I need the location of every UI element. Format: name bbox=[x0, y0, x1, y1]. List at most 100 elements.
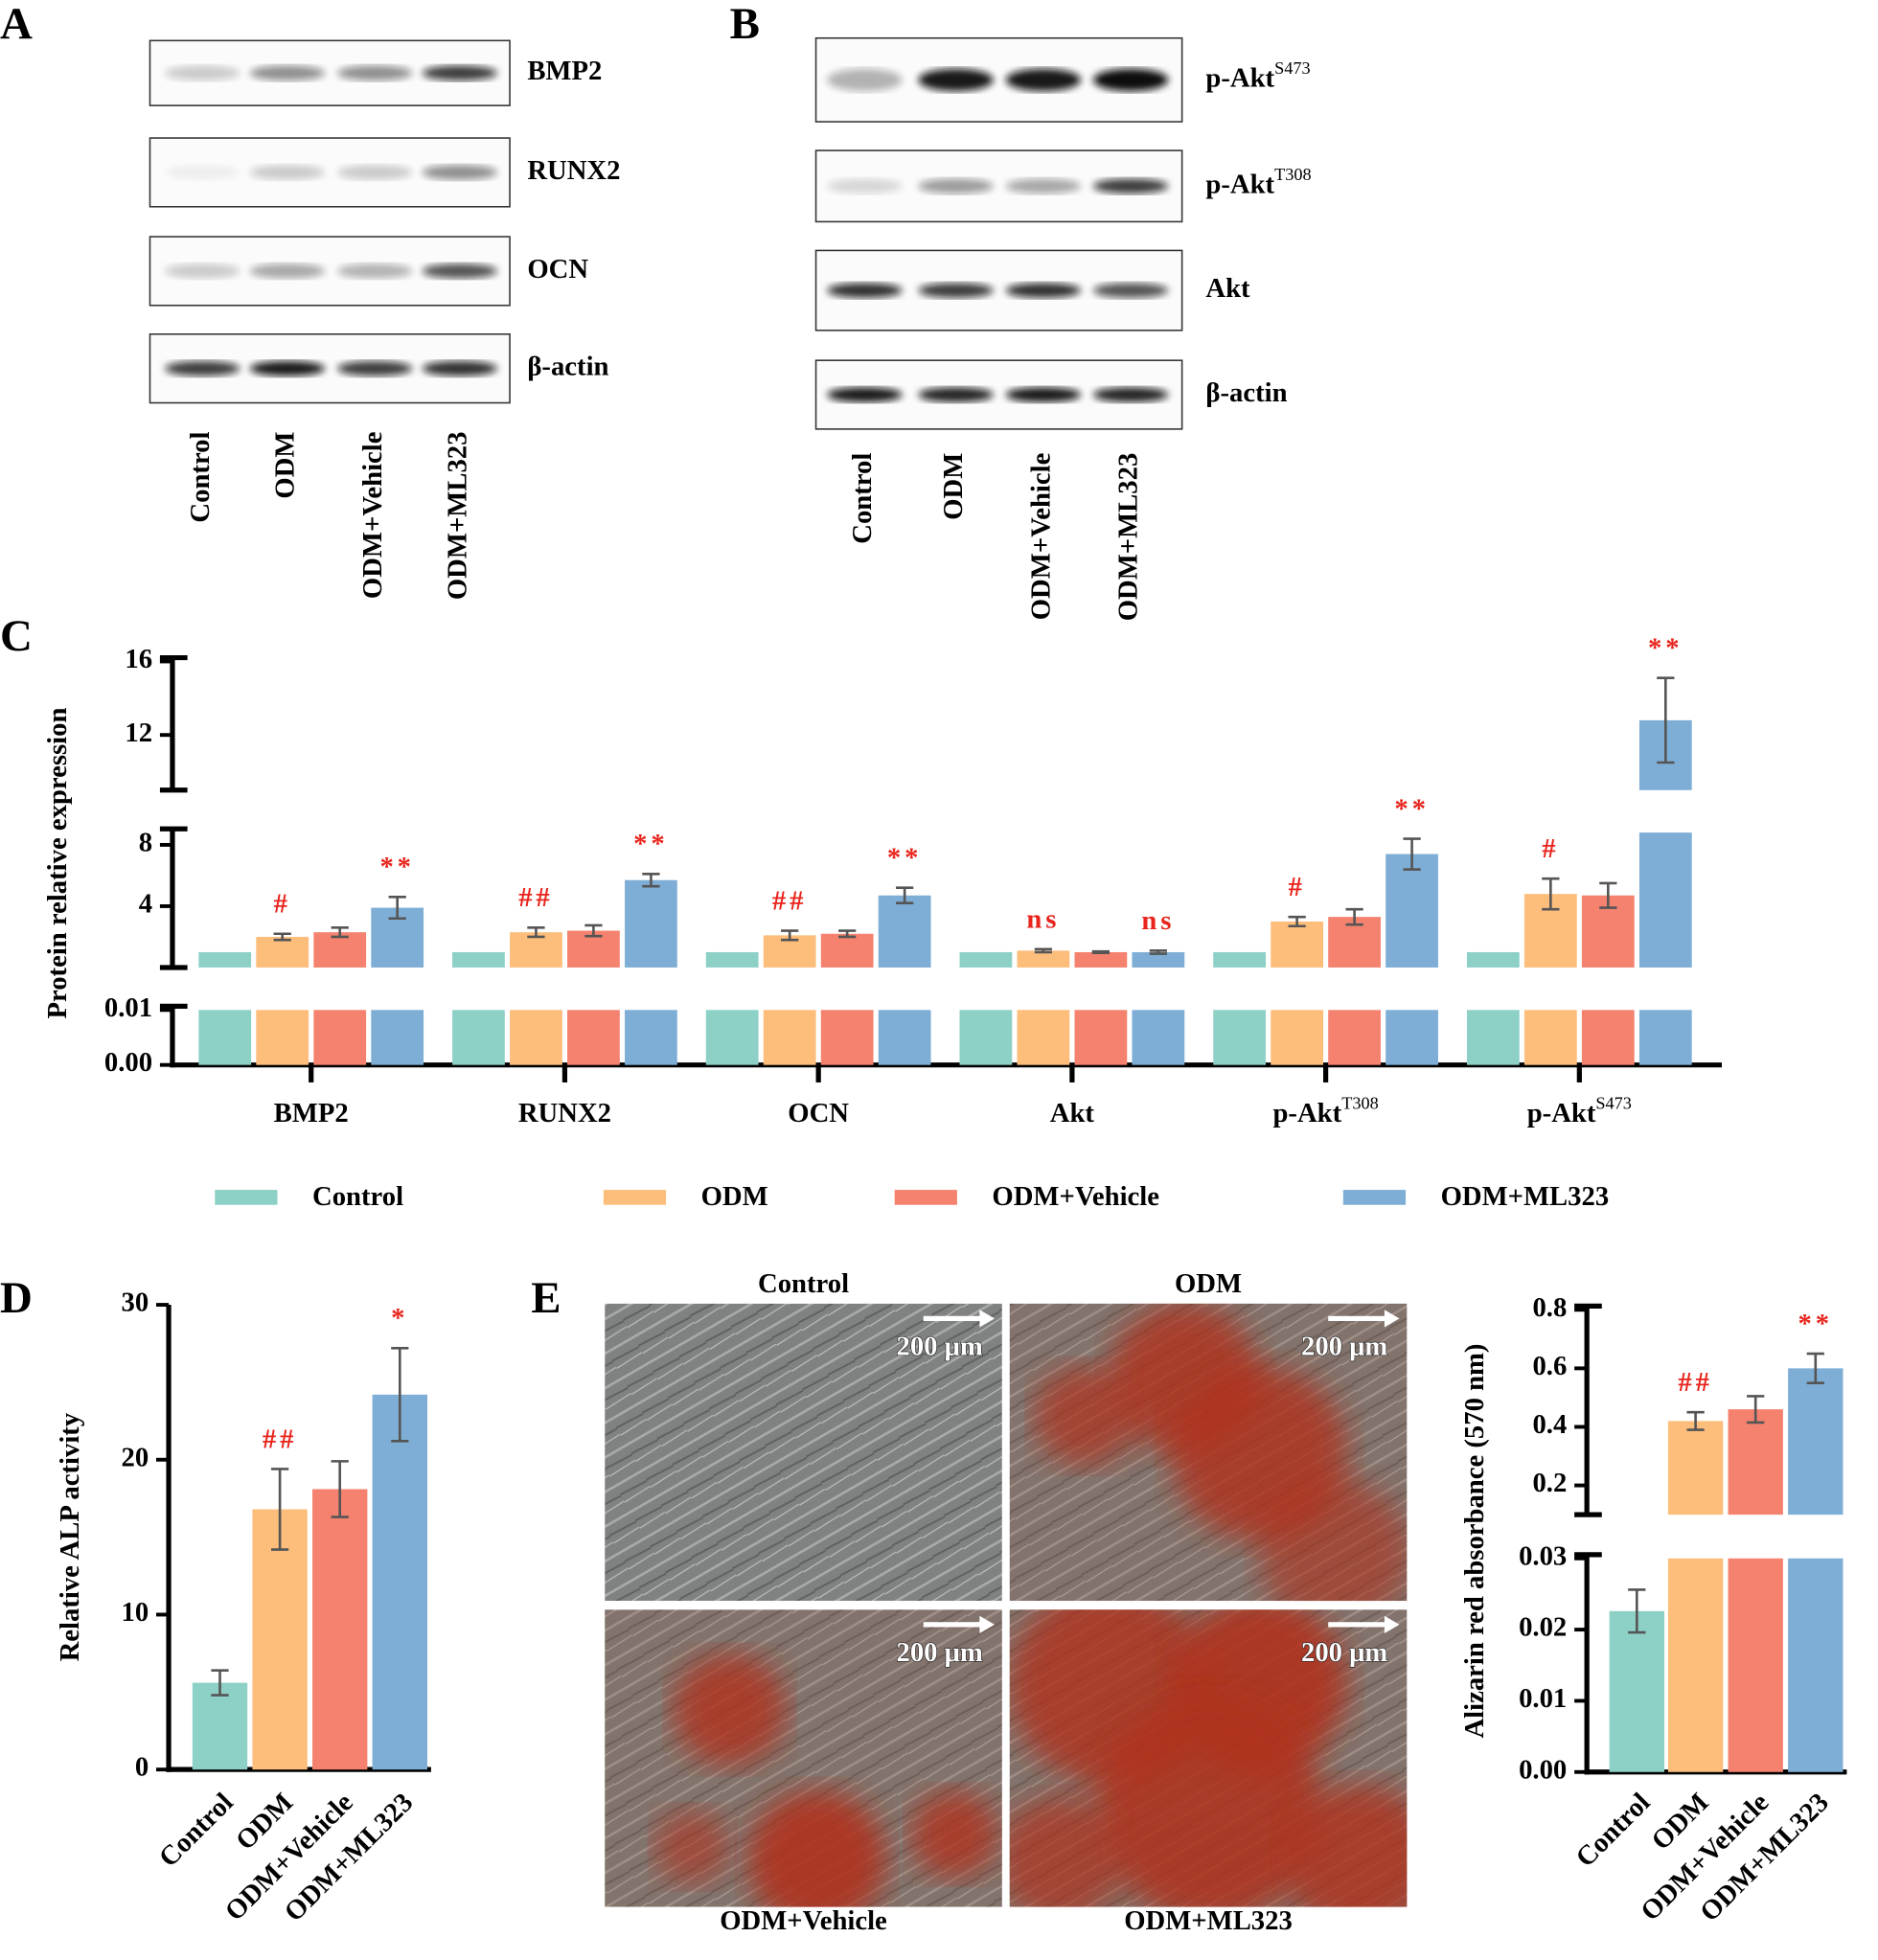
blot-protein-label: BMP2 bbox=[527, 56, 602, 86]
significance-label: # bbox=[1542, 833, 1559, 864]
scale-arrow bbox=[1384, 1310, 1400, 1328]
micrograph bbox=[605, 1303, 1002, 1602]
error-bar bbox=[1345, 907, 1363, 926]
blot-protein-label-main: OCN bbox=[527, 254, 588, 285]
bar bbox=[1213, 951, 1267, 968]
bar bbox=[1074, 951, 1128, 968]
blot-band bbox=[827, 283, 903, 298]
y-tick-label: 8 bbox=[139, 828, 152, 858]
blot-band bbox=[337, 263, 413, 279]
blot-band bbox=[422, 360, 498, 376]
blot-protein-label: β-actin bbox=[1205, 377, 1287, 408]
bar bbox=[1386, 1010, 1438, 1065]
bar bbox=[820, 1010, 874, 1065]
blot-band bbox=[165, 360, 240, 376]
blot-protein-label-main: β-actin bbox=[1205, 377, 1287, 408]
bar bbox=[1132, 951, 1185, 968]
blot-protein-label: β-actin bbox=[527, 351, 608, 381]
error-bar bbox=[1288, 915, 1306, 928]
bar bbox=[198, 951, 252, 968]
bar bbox=[1466, 951, 1520, 968]
bar bbox=[625, 1010, 677, 1065]
blot-band bbox=[1093, 178, 1169, 194]
blot-protein-label: p-AktT308 bbox=[1205, 165, 1311, 199]
panel-label: A bbox=[0, 0, 33, 49]
bar bbox=[1466, 1010, 1520, 1065]
bar bbox=[198, 1010, 252, 1065]
legend-swatch bbox=[603, 1190, 667, 1205]
bar bbox=[372, 1394, 427, 1770]
error-bar bbox=[527, 926, 545, 939]
significance-label: ## bbox=[1678, 1367, 1713, 1398]
panel-label: E bbox=[531, 1273, 561, 1323]
bar bbox=[312, 1489, 368, 1770]
micrograph bbox=[1009, 1303, 1408, 1602]
significance-label: ## bbox=[772, 885, 808, 916]
blot-band bbox=[249, 263, 326, 279]
x-tick-label-main: p-Akt bbox=[1272, 1097, 1341, 1128]
x-tick-label-main: p-Akt bbox=[1527, 1097, 1596, 1128]
y-tick-label: 16 bbox=[125, 644, 152, 674]
error-bar bbox=[1806, 1352, 1824, 1384]
error-bar bbox=[1686, 1410, 1705, 1431]
error-bar bbox=[1657, 676, 1675, 764]
scale-arrow bbox=[1384, 1615, 1400, 1634]
y-tick-label: 0.00 bbox=[104, 1047, 152, 1078]
bar bbox=[705, 951, 759, 968]
blot-protein-label-sup: S473 bbox=[1274, 58, 1311, 78]
x-tick-label-main: BMP2 bbox=[274, 1097, 349, 1128]
error-bar bbox=[273, 932, 291, 942]
blot-band bbox=[249, 360, 326, 376]
blot-lane-label: ODM+ML323 bbox=[1113, 453, 1144, 622]
significance-label: ** bbox=[887, 843, 923, 874]
bar bbox=[1523, 1010, 1577, 1065]
blot-protein-label-main: Akt bbox=[1205, 273, 1250, 304]
legend-label: ODM+ML323 bbox=[1441, 1181, 1610, 1212]
y-tick-label: 0.01 bbox=[1519, 1683, 1567, 1714]
y-tick-label: 0.8 bbox=[1532, 1292, 1567, 1323]
micrograph-label: ODM+Vehicle bbox=[720, 1905, 887, 1936]
y-tick-label: 0.6 bbox=[1532, 1351, 1567, 1381]
error-bar bbox=[584, 923, 603, 938]
blot-band bbox=[827, 178, 903, 194]
error-bar bbox=[781, 929, 799, 942]
blot-protein-label-main: β-actin bbox=[527, 351, 608, 381]
bar bbox=[1581, 1010, 1635, 1065]
x-tick-label-sup: T308 bbox=[1341, 1094, 1379, 1113]
panel-label: C bbox=[0, 611, 33, 661]
x-tick-label: Control bbox=[1570, 1787, 1657, 1873]
scale-label: 200 μm bbox=[896, 1637, 982, 1668]
error-bar bbox=[1149, 949, 1167, 955]
stain-blob bbox=[1034, 1365, 1135, 1467]
x-tick-label-main: OCN bbox=[788, 1097, 849, 1128]
bar bbox=[256, 936, 309, 968]
bar bbox=[1386, 854, 1438, 968]
x-tick-label: Akt bbox=[1050, 1097, 1095, 1128]
error-bar bbox=[388, 896, 406, 921]
x-tick-label: p-AktS473 bbox=[1527, 1094, 1632, 1128]
x-tick-label-main: RUNX2 bbox=[518, 1097, 611, 1128]
blot-band bbox=[918, 283, 994, 298]
blot-band bbox=[165, 65, 240, 81]
error-bar bbox=[1599, 881, 1617, 909]
x-tick-label-sup: S473 bbox=[1595, 1094, 1632, 1113]
blot-band bbox=[422, 65, 498, 81]
blot-protein-label: p-AktS473 bbox=[1205, 58, 1310, 93]
micrograph-bg bbox=[605, 1303, 1002, 1602]
bar bbox=[1728, 1409, 1783, 1516]
bar bbox=[1667, 1558, 1724, 1772]
y-tick-label: 0.4 bbox=[1532, 1409, 1567, 1440]
y-axis-label: Protein relative expression bbox=[42, 708, 73, 1019]
bar bbox=[192, 1682, 248, 1770]
legend-swatch bbox=[894, 1190, 957, 1205]
blot-band bbox=[1005, 178, 1082, 194]
error-bar bbox=[642, 873, 660, 888]
bar bbox=[1638, 1010, 1692, 1065]
y-axis-label: Alizarin red absorbance (570 nm) bbox=[1459, 1344, 1490, 1739]
bar bbox=[452, 951, 505, 968]
bar bbox=[1788, 1368, 1844, 1516]
bar bbox=[567, 1010, 620, 1065]
micrograph bbox=[1009, 1609, 1408, 1907]
x-tick-label-main: Akt bbox=[1050, 1097, 1095, 1128]
bar bbox=[1609, 1610, 1665, 1772]
